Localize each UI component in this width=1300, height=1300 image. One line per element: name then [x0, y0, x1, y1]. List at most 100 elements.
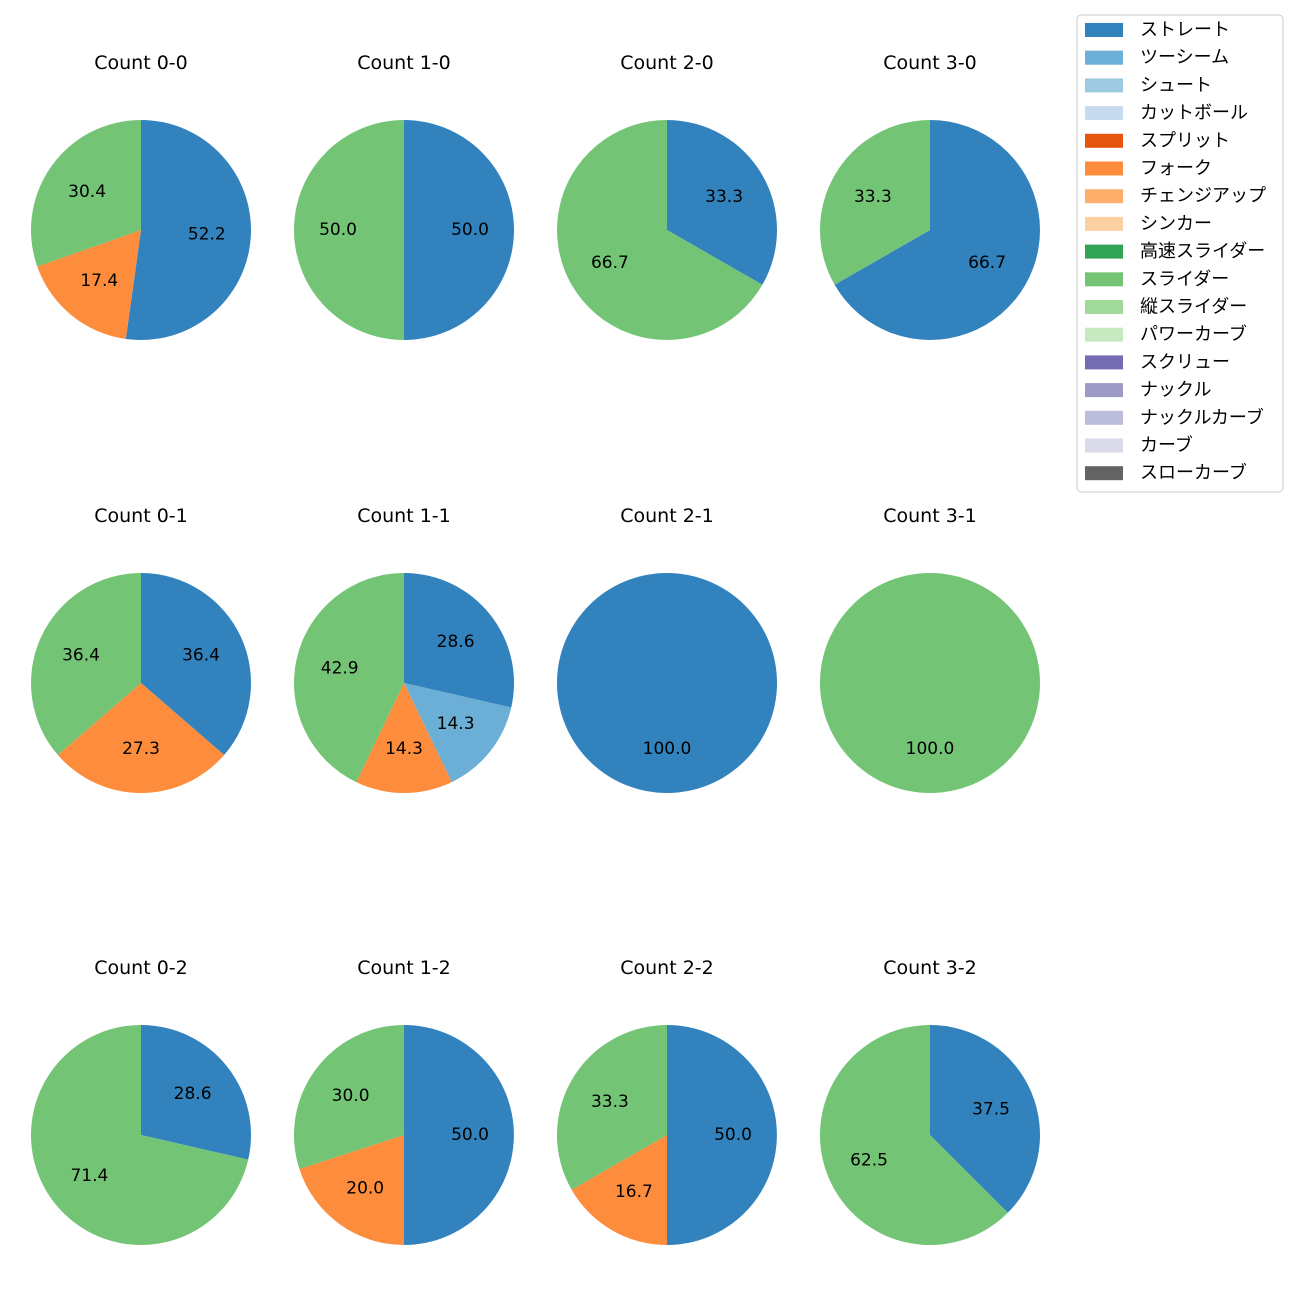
pie-slice	[294, 1025, 404, 1169]
pie-slice	[294, 573, 404, 783]
legend-label: シュート	[1140, 75, 1212, 96]
legend-item: シンカー	[1085, 213, 1212, 234]
legend-label: チェンジアップ	[1140, 186, 1266, 207]
pie-slice	[31, 1025, 249, 1245]
slice-label: 20.0	[346, 1178, 384, 1198]
legend-swatch	[1085, 300, 1123, 314]
pie-slice	[141, 1025, 251, 1160]
legend-swatch	[1085, 355, 1123, 370]
pie-slice	[57, 683, 225, 793]
pie-slice	[356, 683, 452, 793]
legend-item: フォーク	[1085, 158, 1212, 179]
pie-slice	[571, 1135, 667, 1245]
legend-item: スローカーブ	[1085, 462, 1247, 484]
slice-label: 14.3	[437, 714, 475, 734]
slice-label: 30.4	[68, 182, 106, 202]
legend-item: チェンジアップ	[1085, 186, 1266, 207]
legend-label: ナックル	[1140, 380, 1211, 401]
legend-item: スクリュー	[1085, 352, 1230, 373]
slice-label: 16.7	[615, 1182, 653, 1202]
legend-label: カーブ	[1140, 434, 1193, 456]
slice-label: 33.3	[591, 1092, 629, 1112]
slice-label: 66.7	[968, 253, 1006, 273]
slice-label: 66.7	[591, 253, 629, 273]
pie-title: Count 2-1	[620, 505, 714, 527]
legend-swatch	[1085, 410, 1123, 425]
pie-10: Count 1-2 50.0 20.0 30.0	[294, 957, 514, 1245]
pie-title: Count 3-0	[883, 52, 977, 74]
pie-title: Count 1-1	[357, 505, 451, 527]
slice-label: 17.4	[80, 271, 118, 291]
legend-item: ナックルカーブ	[1085, 406, 1264, 428]
pie-slice	[141, 573, 251, 756]
pie-slice	[404, 573, 514, 708]
slice-label: 36.4	[182, 646, 220, 666]
pie-slice	[834, 120, 1040, 340]
pie-6: Count 1-1 28.6 14.3 14.3 42.9	[294, 505, 514, 793]
legend-label: パワーカーブ	[1140, 323, 1247, 345]
legend-label: カットボール	[1140, 103, 1248, 124]
pie-title: Count 2-2	[620, 957, 714, 979]
legend-item: スライダー	[1085, 269, 1229, 290]
pie-slice	[667, 1025, 777, 1245]
legend-swatch	[1085, 272, 1123, 287]
slice-label: 71.4	[70, 1166, 108, 1186]
slice-label: 50.0	[714, 1125, 752, 1145]
legend-label: シンカー	[1140, 213, 1212, 234]
legend-swatch	[1085, 383, 1123, 398]
pie-slice	[556, 120, 763, 340]
legend-swatch	[1085, 216, 1123, 231]
pie-slice	[556, 1025, 667, 1190]
legend-item: スプリット	[1085, 130, 1230, 151]
pie-slice	[819, 1025, 1008, 1245]
legend-swatch	[1085, 327, 1123, 342]
slice-label: 52.2	[188, 225, 226, 245]
legend-label: スクリュー	[1140, 352, 1230, 373]
pie-slice	[37, 230, 141, 339]
pie-slice	[820, 573, 1040, 793]
legend-item: 縦スライダー	[1085, 297, 1247, 318]
legend-swatch	[1085, 106, 1123, 121]
pie-slice	[557, 573, 777, 793]
legend-label: スライダー	[1140, 269, 1229, 290]
pie-3: Count 2-0 33.3 66.7	[556, 52, 777, 340]
slice-label: 37.5	[972, 1100, 1010, 1120]
pie-slice	[294, 120, 404, 340]
legend-item: カーブ	[1085, 434, 1193, 456]
pie-slice	[404, 683, 512, 783]
pie-5: Count 0-1 36.4 27.3 36.4	[31, 505, 251, 793]
slice-label: 36.4	[62, 646, 100, 666]
pie-slice	[30, 120, 141, 267]
pie-slice	[820, 120, 930, 285]
legend-swatch	[1085, 23, 1123, 37]
slice-label: 33.3	[705, 187, 743, 207]
slice-label: 50.0	[319, 220, 357, 240]
slice-label: 50.0	[451, 220, 489, 240]
pie-slice	[299, 1135, 404, 1245]
legend-item: パワーカーブ	[1085, 323, 1247, 345]
legend-item: ナックル	[1085, 380, 1211, 401]
legend-swatch	[1085, 438, 1123, 453]
pie-slice	[930, 1025, 1040, 1213]
pie-slice	[125, 120, 252, 340]
pie-7: Count 2-1 100.0	[557, 505, 777, 793]
legend-item: 高速スライダー	[1085, 241, 1265, 262]
slice-label: 33.3	[854, 187, 892, 207]
legend-label: 縦スライダー	[1140, 297, 1247, 318]
slice-label: 50.0	[451, 1125, 489, 1145]
pie-2: Count 1-0 50.0 50.0	[294, 52, 514, 340]
pie-8: Count 3-1 100.0	[820, 505, 1040, 793]
legend-frame	[1076, 14, 1284, 493]
legend-item: シュート	[1085, 75, 1212, 96]
legend-swatch	[1085, 161, 1123, 176]
slice-label: 28.6	[437, 632, 475, 652]
pie-title: Count 3-2	[883, 957, 977, 979]
pie-slice	[667, 120, 777, 285]
legend-swatch	[1085, 466, 1123, 481]
legend-item: ストレート	[1085, 20, 1230, 41]
legend-label: 高速スライダー	[1140, 241, 1265, 262]
pie-slice	[404, 1025, 514, 1245]
pie-title: Count 0-1	[94, 505, 188, 527]
pie-title: Count 0-0	[94, 52, 188, 74]
pie-slice	[31, 573, 142, 756]
